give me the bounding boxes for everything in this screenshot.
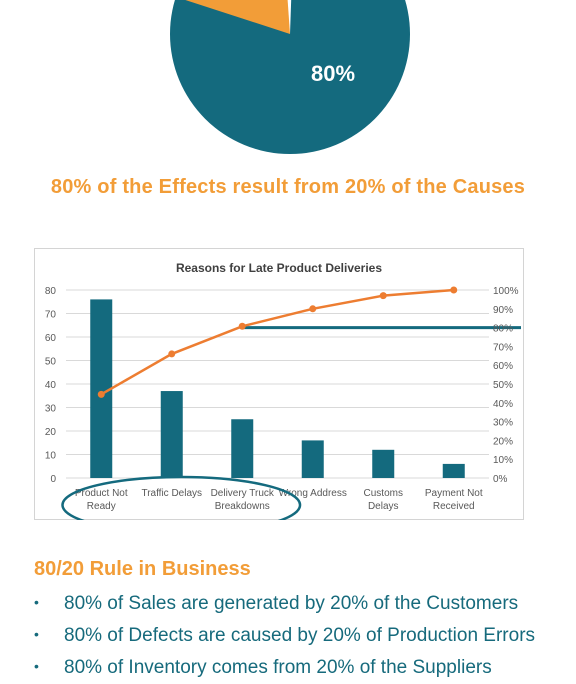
cumulative-point <box>450 286 458 294</box>
y2-tick-label: 10% <box>493 455 513 466</box>
y-tick-label: 80 <box>45 286 57 297</box>
y-tick-label: 0 <box>50 474 56 485</box>
chart-title: Reasons for Late Product Deliveries <box>176 261 382 275</box>
bullet-item: • 80% of Sales are generated by 20% of th… <box>34 588 535 620</box>
y2-tick-label: 80% <box>493 324 513 335</box>
bar <box>372 449 395 478</box>
bullet-item: • 80% of Defects are caused by 20% of Pro… <box>34 620 535 652</box>
bullet-item: • 80% of Inventory comes from 20% of the … <box>34 652 535 684</box>
y-tick-label: 30 <box>45 404 57 415</box>
cumulative-point <box>238 322 246 330</box>
y-tick-label: 50 <box>45 357 57 368</box>
y-tick-label: 60 <box>45 333 57 344</box>
x-tick-label-line: Wrong Address <box>279 488 347 499</box>
bullet-icon: • <box>34 658 39 674</box>
bullet-text: 80% of Sales are generated by 20% of the… <box>64 593 519 614</box>
x-tick-label-line: Traffic Delays <box>141 488 202 499</box>
cumulative-point <box>97 390 105 398</box>
pie-label: 80% <box>311 61 355 86</box>
cumulative-point <box>168 350 176 358</box>
pie-slice-20-percent <box>185 0 290 34</box>
y2-tick-label: 0% <box>493 474 508 485</box>
x-tick-label-line: Received <box>433 501 475 512</box>
bullet-list: • 80% of Sales are generated by 20% of th… <box>34 588 535 684</box>
x-tick-label-line: Delays <box>368 501 399 512</box>
y-tick-label: 70 <box>45 310 57 321</box>
x-tick-label: Wrong Address <box>279 488 347 499</box>
x-tick-label: Delivery Truck Breakdowns <box>211 488 275 512</box>
x-tick-label: Traffic Delays <box>141 488 202 499</box>
pie-slice-separator <box>287 0 292 34</box>
x-tick-label-line: Product Not <box>75 488 128 499</box>
y2-tick-label: 70% <box>493 342 513 353</box>
x-tick-label: Product Not Ready <box>75 488 128 512</box>
y-tick-label: 20 <box>45 427 57 438</box>
y2-tick-label: 40% <box>493 399 513 410</box>
bullet-icon: • <box>34 626 39 642</box>
y2-tick-label: 50% <box>493 380 513 391</box>
bar <box>160 391 183 478</box>
x-tick-label-line: Delivery Truck <box>211 488 275 499</box>
bullet-icon: • <box>34 594 39 610</box>
pareto-chart: Reasons for Late Product Deliveries 0 10 2… <box>45 261 521 520</box>
cumulative-point <box>309 305 317 313</box>
x-tick-label-line: Ready <box>87 501 116 512</box>
y2-tick-label: 100% <box>493 286 519 297</box>
highlight-ellipse <box>61 475 302 520</box>
headline: 80% of the Effects result from 20% of th… <box>50 176 526 198</box>
cumulative-point <box>379 292 387 300</box>
y2-tick-label: 30% <box>493 418 513 429</box>
bar <box>442 463 465 478</box>
y-tick-label: 40 <box>45 380 57 391</box>
x-tick-label-line: Customs <box>364 488 403 499</box>
pie-chart: 80% <box>170 0 410 154</box>
y2-tick-label: 20% <box>493 436 513 447</box>
bar <box>90 299 113 478</box>
y2-tick-label: 60% <box>493 361 513 372</box>
x-tick-label-line: Payment Not <box>425 488 483 499</box>
y2-tick-label: 90% <box>493 305 513 316</box>
cumulative-line <box>100 288 454 396</box>
y-tick-label: 10 <box>45 451 57 462</box>
bar <box>301 440 324 478</box>
bullet-text: 80% of Inventory comes from 20% of the S… <box>64 657 492 678</box>
x-tick-label-line: Breakdowns <box>215 501 270 512</box>
bullet-text: 80% of Defects are caused by 20% of Prod… <box>64 625 536 646</box>
x-tick-label: Customs Delays <box>364 488 403 512</box>
bar <box>231 419 254 478</box>
x-tick-label: Payment Not Received <box>425 488 483 512</box>
section-title: 80/20 Rule in Business <box>34 558 251 580</box>
pie-main-slice <box>170 0 410 154</box>
